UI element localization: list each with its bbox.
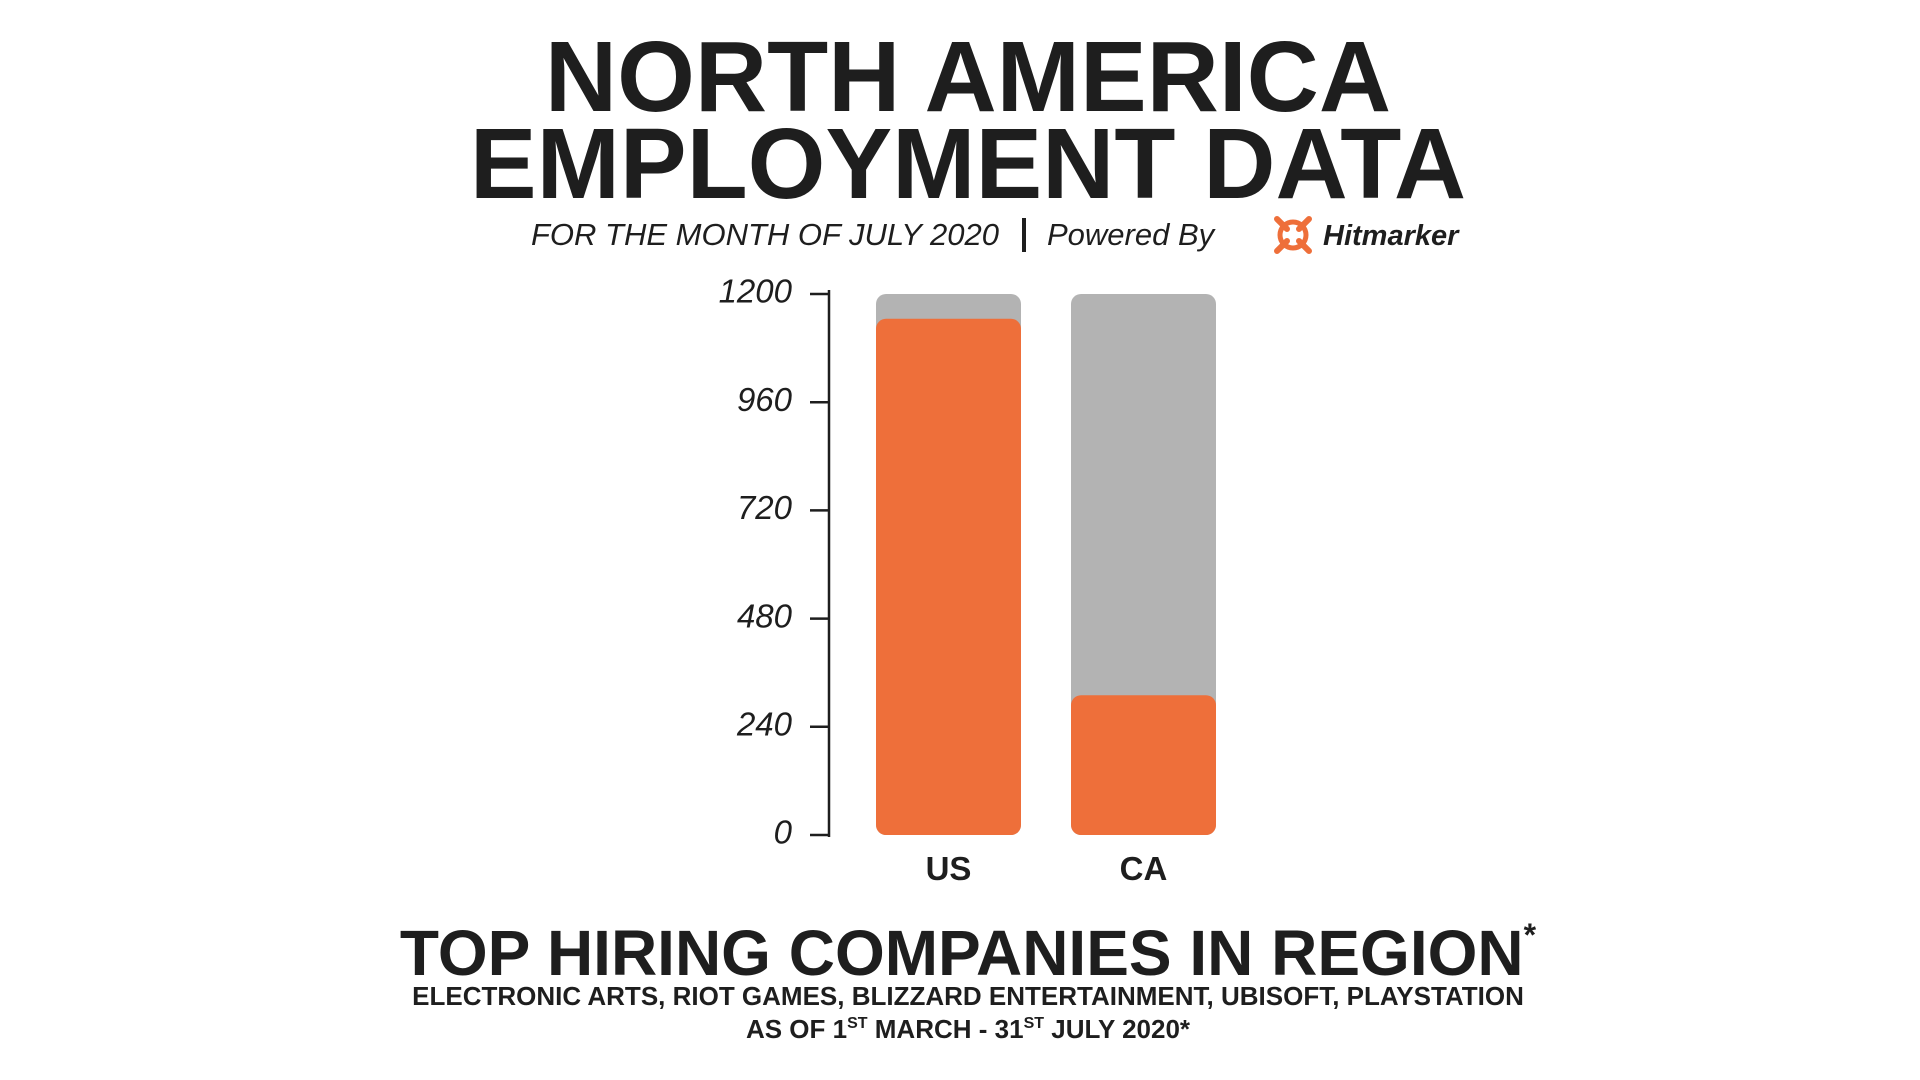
bar xyxy=(1071,695,1216,835)
y-tick-label: 0 xyxy=(774,814,793,851)
y-tick-label: 720 xyxy=(737,489,793,526)
brand-name: Hitmarker xyxy=(1323,220,1460,252)
footer-heading-text: TOP HIRING COMPANIES IN REGION xyxy=(400,917,1524,989)
chart-title-line: EMPLOYMENT DATA xyxy=(470,108,1466,220)
footer-period: AS OF 1ST MARCH - 31ST JULY 2020* xyxy=(746,1014,1191,1044)
chart-title-line: NORTH AMERICA xyxy=(545,21,1391,133)
y-tick-label: 960 xyxy=(737,381,793,418)
footer-heading: TOP HIRING COMPANIES IN REGION* xyxy=(400,917,1537,989)
chart-subtitle: FOR THE MONTH OF JULY 2020 xyxy=(531,217,999,252)
footer-companies: ELECTRONIC ARTS, RIOT GAMES, BLIZZARD EN… xyxy=(412,981,1524,1011)
y-tick-label: 240 xyxy=(736,706,793,743)
footer-period-part: MARCH - 31 xyxy=(868,1014,1024,1044)
brand-logo xyxy=(1274,216,1312,254)
x-tick-label: CA xyxy=(1120,850,1168,887)
footer-period-sup: ST xyxy=(1024,1015,1045,1032)
y-tick-label: 1200 xyxy=(719,273,793,310)
footer-heading-mark: * xyxy=(1524,917,1537,953)
footer-period-part: AS OF 1 xyxy=(746,1014,847,1044)
bar xyxy=(876,318,1021,835)
footer-period-part: JULY 2020* xyxy=(1044,1014,1191,1044)
footer-period-sup: ST xyxy=(847,1015,868,1032)
y-tick-label: 480 xyxy=(737,597,793,634)
x-tick-label: US xyxy=(926,850,972,887)
powered-by: Powered By xyxy=(1047,217,1217,252)
